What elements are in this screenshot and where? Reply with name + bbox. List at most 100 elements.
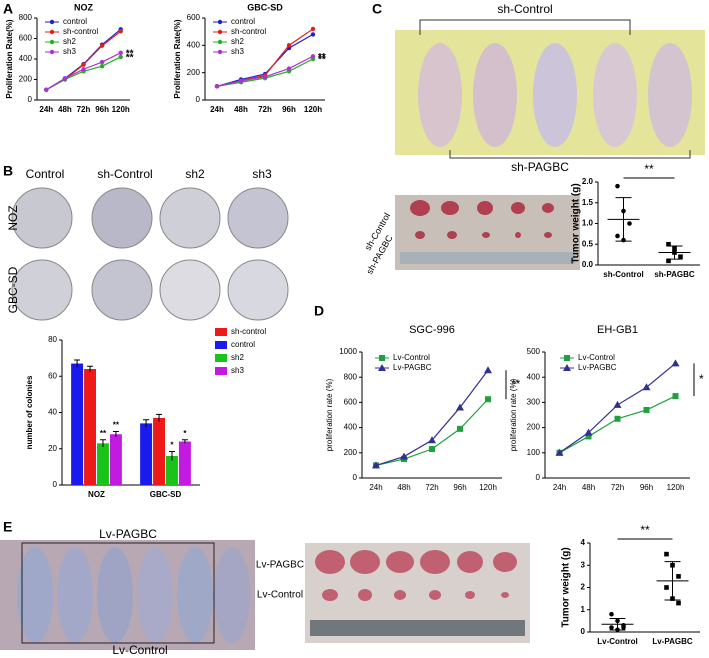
point (666, 258, 671, 264)
legend-swatch (215, 341, 227, 349)
y-axis-label: Tumor weight (g) (571, 183, 582, 263)
y-axis-label: Tumor weight (g) (561, 547, 572, 627)
panel-label: C (372, 1, 382, 17)
y-tick-label: 100 (527, 448, 541, 457)
x-tick-label: NOZ (88, 490, 105, 499)
significance: ** (511, 377, 521, 391)
column-label: sh3 (252, 167, 272, 181)
point (664, 551, 669, 557)
legend-label: Lv-Control (578, 353, 615, 362)
y-tick-label: 200 (187, 68, 201, 77)
y-tick-label: 500 (527, 347, 541, 356)
x-tick-label: 72h (611, 483, 624, 492)
marker (44, 87, 49, 92)
marker (310, 54, 316, 59)
y-tick-label: 0 (53, 480, 58, 489)
photo-tumors-e (305, 543, 530, 643)
bar (166, 456, 178, 485)
point (666, 241, 671, 247)
marker (564, 355, 570, 361)
x-tick-label: 24h (210, 105, 224, 114)
mean-sd (656, 561, 689, 601)
group-label: Lv-PAGBC (99, 527, 157, 541)
y-tick-label: 3 (581, 560, 586, 569)
marker (49, 39, 55, 45)
bar (178, 441, 191, 485)
y-tick-label: 60 (48, 371, 57, 380)
marker (238, 78, 244, 84)
marker (81, 67, 86, 72)
group-label: sh-Control (497, 2, 552, 16)
y-tick-label: 0.0 (582, 260, 594, 269)
y-tick-label: 400 (187, 40, 201, 49)
y-tick-label: 1.5 (582, 198, 594, 207)
photo-mice-e (0, 540, 255, 650)
y-tick-label: 0.5 (582, 239, 594, 248)
marker (379, 355, 385, 361)
marker (99, 63, 105, 69)
y-tick-label: 80 (48, 335, 57, 344)
y-tick-label: 1000 (339, 347, 357, 356)
marker (99, 59, 105, 65)
error-bar (156, 413, 163, 422)
column-label: Control (26, 167, 65, 181)
marker (217, 29, 223, 35)
y-tick-label: 600 (19, 34, 33, 43)
significance: ** (100, 429, 107, 438)
y-tick-label: 200 (19, 75, 33, 84)
y-tick-label: 2.0 (582, 177, 594, 186)
marker (118, 29, 123, 34)
bar (153, 417, 165, 485)
x-tick-label: 120h (667, 483, 685, 492)
tumor-label: Lv-Control (257, 590, 303, 601)
panel-label: B (3, 163, 13, 179)
x-tick-label: GBC-SD (150, 490, 182, 499)
marker (672, 393, 679, 400)
marker (118, 50, 123, 56)
x-tick-label: 72h (425, 483, 438, 492)
significance: * (170, 441, 174, 450)
y-tick-label: 400 (19, 54, 33, 63)
marker (118, 54, 123, 60)
x-tick-label: 120h (112, 105, 130, 114)
legend-swatch (215, 354, 227, 362)
marker (428, 436, 436, 444)
chart-title: SGC-996 (409, 324, 455, 336)
panel-label: E (3, 519, 12, 535)
y-tick-label: 40 (48, 408, 57, 417)
y-axis-label: proliferation rate (%) (509, 378, 518, 451)
significance: * (699, 372, 704, 386)
y-tick-label: 0 (28, 95, 33, 104)
y-axis-label: Proliferation Rate(%) (173, 19, 182, 98)
y-tick-label: 2 (581, 583, 586, 592)
y-tick-label: 1.0 (582, 219, 594, 228)
y-tick-label: 200 (527, 423, 541, 432)
legend-label: sh3 (231, 47, 244, 56)
legend-label: sh3 (231, 366, 244, 375)
chart-title: EH-GB1 (597, 324, 638, 336)
row-label: NOZ (6, 205, 20, 230)
marker (99, 43, 105, 48)
chart-title: GBC-SD (247, 2, 283, 12)
point (615, 233, 620, 239)
series-line (45, 28, 122, 91)
marker (49, 49, 55, 55)
x-tick-label: 120h (479, 483, 497, 492)
significance: ** (644, 162, 654, 176)
bar (97, 443, 109, 485)
point (621, 625, 626, 630)
marker (584, 428, 593, 436)
legend-label: control (231, 17, 255, 26)
x-tick-label: 96h (282, 105, 296, 114)
y-tick-label: 0 (196, 95, 201, 104)
significance: ** (113, 421, 120, 430)
y-tick-label: 400 (344, 423, 358, 432)
x-tick-label: 72h (258, 105, 272, 114)
error-bar (168, 450, 175, 461)
y-tick-label: 0 (581, 627, 586, 636)
y-tick-label: 600 (187, 13, 201, 22)
marker (217, 49, 223, 55)
significance: ** (640, 523, 650, 537)
x-tick-label: 48h (58, 105, 72, 114)
tumor-label: Lv-PAGBC (256, 560, 304, 571)
